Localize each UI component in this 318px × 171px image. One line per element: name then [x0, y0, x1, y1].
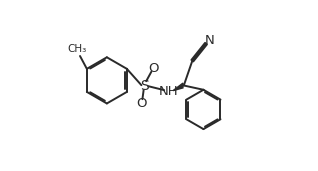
Text: CH₃: CH₃ — [67, 44, 86, 54]
Text: O: O — [148, 62, 158, 75]
Text: NH: NH — [159, 85, 178, 98]
Polygon shape — [173, 83, 183, 91]
Text: S: S — [140, 78, 149, 93]
Text: O: O — [136, 97, 147, 110]
Text: N: N — [205, 34, 215, 47]
